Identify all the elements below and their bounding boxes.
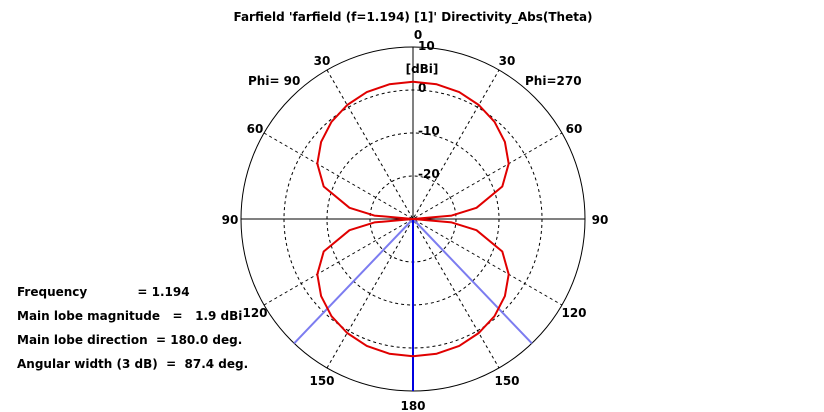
pattern-curves [316, 80, 510, 358]
angle-label-60-left: 60 [247, 122, 264, 136]
angle-label-120-left: 120 [242, 306, 267, 320]
info-angular-width: Angular width (3 dB) = 87.4 deg. [17, 357, 249, 371]
angle-label-90-right: 90 [592, 213, 609, 227]
pattern-curve-left [316, 80, 414, 358]
angle-label-30-right: 30 [499, 54, 516, 68]
info-main-lobe-direction: Main lobe direction = 180.0 deg. [17, 333, 243, 347]
unit-label: [dBi] [406, 62, 439, 76]
angle-label-150-right: 150 [494, 374, 519, 388]
radial-tick-label: 0 [418, 81, 426, 95]
radial-tick-label: -10 [418, 124, 440, 138]
phi-left-label: Phi= 90 [248, 74, 300, 88]
angle-label-60-right: 60 [566, 122, 583, 136]
phi-right-label: Phi=270 [525, 74, 582, 88]
info-frequency: Frequency = 1.194 [17, 285, 190, 299]
angle-label-30-left: 30 [314, 54, 331, 68]
beamwidth-line [293, 218, 414, 345]
angle-label-90-left: 90 [222, 213, 239, 227]
radial-tick-label: -20 [418, 167, 440, 181]
angle-label-180: 180 [400, 399, 425, 412]
angle-label-0: 0 [414, 28, 422, 42]
angle-label-150-left: 150 [309, 374, 334, 388]
radial-tick-label: 10 [418, 39, 435, 53]
chart-title: Farfield 'farfield (f=1.194) [1]' Direct… [233, 10, 592, 25]
angle-label-120-right: 120 [561, 306, 586, 320]
info-main-lobe-magnitude: Main lobe magnitude = 1.9 dBi [17, 309, 243, 323]
main-lobe-markers [293, 218, 533, 391]
beamwidth-line [412, 218, 533, 345]
